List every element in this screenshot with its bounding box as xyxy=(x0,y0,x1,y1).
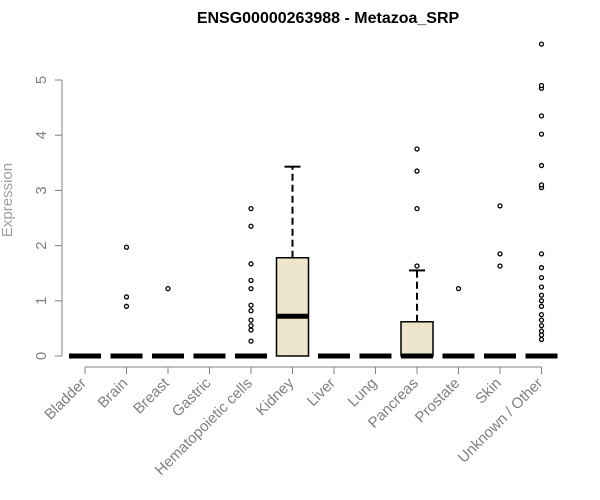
y-tick-label: 2 xyxy=(33,241,50,249)
outlier-point xyxy=(538,311,545,318)
outlier-point xyxy=(248,223,254,229)
outlier-point xyxy=(497,203,503,209)
x-tick-label: Skin xyxy=(472,375,505,408)
outlier-point xyxy=(414,263,420,269)
plot-area xyxy=(69,41,558,359)
y-axis-label: Expression xyxy=(0,163,16,237)
box-body xyxy=(275,256,310,357)
outlier-point xyxy=(538,113,545,119)
outlier-point xyxy=(538,317,545,323)
outlier-point xyxy=(165,286,171,292)
x-tick-label: Kidney xyxy=(253,374,298,419)
outlier-point xyxy=(123,294,130,300)
outlier-point xyxy=(123,244,130,250)
outlier-point xyxy=(248,317,254,323)
x-tick-label: Lung xyxy=(345,375,381,411)
outlier-point xyxy=(248,277,254,284)
outlier-point xyxy=(538,274,545,281)
outlier-point xyxy=(538,131,545,137)
y-tick-label: 1 xyxy=(33,297,50,305)
outlier-point xyxy=(248,286,254,292)
box-12 xyxy=(525,41,558,359)
outlier-point xyxy=(538,303,545,309)
outlier-point xyxy=(538,265,545,271)
outlier-point xyxy=(538,82,545,89)
outlier-point xyxy=(538,292,545,298)
outlier-point xyxy=(248,322,254,329)
outlier-point xyxy=(248,205,254,212)
y-tick-label: 4 xyxy=(33,131,50,139)
outlier-point xyxy=(455,286,462,292)
outlier-point xyxy=(414,205,420,212)
box-9 xyxy=(400,146,434,359)
x-tick-label: Prostate xyxy=(412,375,464,427)
outlier-point xyxy=(248,308,254,314)
y-tick-label: 5 xyxy=(33,76,50,84)
x-tick-label: Liver xyxy=(304,375,339,410)
outlier-point xyxy=(538,336,545,343)
x-tick-label: Bladder xyxy=(41,375,90,424)
outlier-point xyxy=(248,338,254,344)
outlier-point xyxy=(123,303,130,309)
box-6 xyxy=(275,165,310,357)
box-2 xyxy=(110,244,143,359)
outlier-point xyxy=(538,251,545,257)
outlier-point xyxy=(538,162,545,169)
y-tick-label: 3 xyxy=(33,186,50,194)
outlier-point xyxy=(497,251,503,257)
outlier-point xyxy=(538,322,545,329)
outlier-point xyxy=(538,41,545,47)
x-tick-label: Brain xyxy=(95,375,132,412)
box-5 xyxy=(235,205,267,359)
outlier-point xyxy=(497,263,503,269)
box-3 xyxy=(152,286,184,359)
outlier-point xyxy=(414,168,420,174)
box-11 xyxy=(484,203,516,359)
outlier-point xyxy=(538,284,545,290)
outlier-point xyxy=(538,298,545,304)
box-body xyxy=(400,321,434,357)
outlier-point xyxy=(414,146,420,152)
outlier-point xyxy=(538,182,545,188)
x-tick-label: Breast xyxy=(130,374,173,417)
outlier-point xyxy=(248,302,254,308)
y-axis: 0 1 2 3 4 5 xyxy=(33,76,63,360)
box-10 xyxy=(442,286,475,359)
outlier-point xyxy=(248,261,254,267)
chart-title: ENSG00000263988 - Metazoa_SRP xyxy=(197,10,460,27)
y-tick-label: 0 xyxy=(33,352,50,360)
outlier-point xyxy=(248,327,254,333)
outlier-point xyxy=(538,328,545,334)
